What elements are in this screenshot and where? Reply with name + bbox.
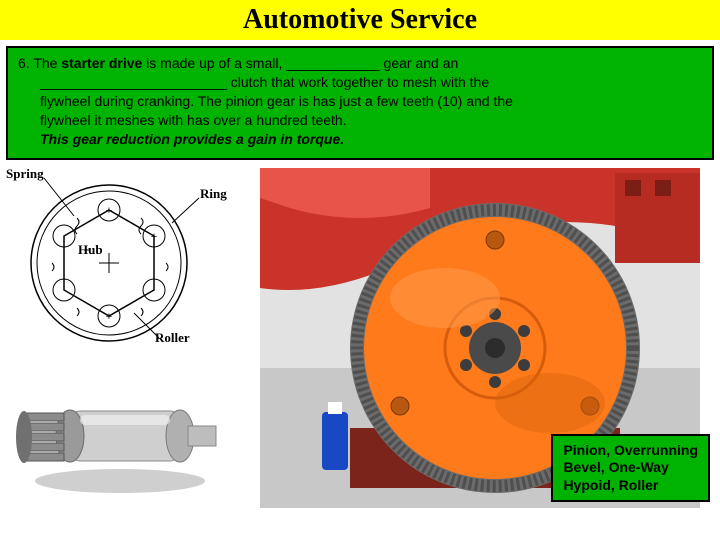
question-box: 6. The starter drive is made up of a sma… — [6, 46, 714, 160]
question-line-3: flywheel during cranking. The pinion gea… — [40, 92, 702, 111]
page-title: Automotive Service — [243, 4, 477, 35]
question-number: 6. — [18, 55, 30, 71]
label-spring: Spring — [6, 166, 44, 182]
question-line-2: ________________________ clutch that wor… — [40, 73, 702, 92]
question-line-1: 6. The starter drive is made up of a sma… — [18, 54, 702, 73]
svg-text:+: + — [106, 311, 112, 323]
question-line-4: flywheel it meshes with has over a hundr… — [40, 111, 702, 130]
q-keyword: starter drive — [61, 55, 142, 71]
question-line-5: This gear reduction provides a gain in t… — [40, 130, 702, 149]
answer-line-2: Bevel, One-Way — [563, 459, 698, 477]
answer-line-3: Hypoid, Roller — [563, 477, 698, 495]
label-ring: Ring — [200, 186, 227, 202]
title-banner: Automotive Service — [0, 0, 720, 40]
answer-box: Pinion, Overrunning Bevel, One-Way Hypoi… — [551, 434, 710, 503]
figure-area: + + + Spring Ring Hub Roller — [0, 168, 720, 508]
svg-text:+: + — [151, 231, 157, 243]
label-roller: Roller — [155, 330, 190, 346]
label-hub: Hub — [78, 242, 103, 258]
pinion-photo — [10, 363, 225, 508]
q-l1-post: is made up of a small, ____________ gear… — [142, 55, 458, 71]
q-l1-pre: The — [30, 55, 62, 71]
svg-text:+: + — [106, 205, 112, 217]
answer-line-1: Pinion, Overrunning — [563, 442, 698, 460]
